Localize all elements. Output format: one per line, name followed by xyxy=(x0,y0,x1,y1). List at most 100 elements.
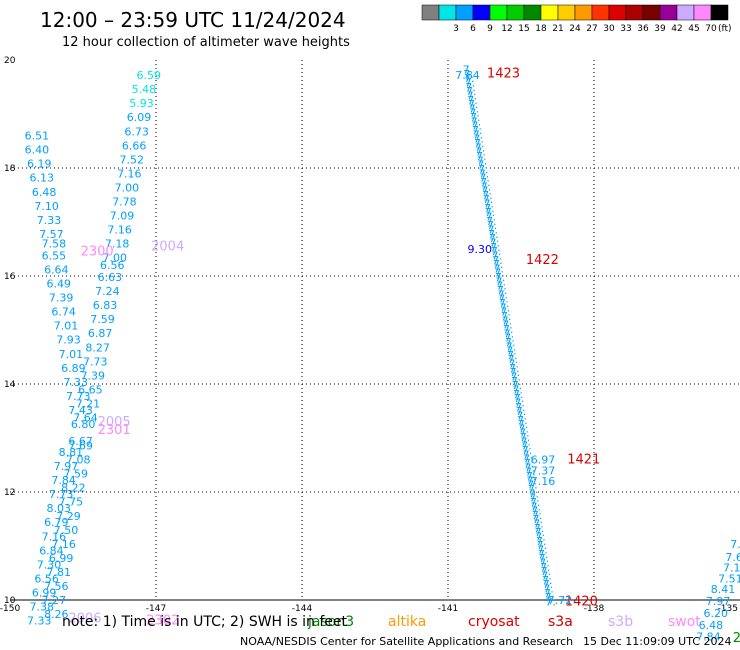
wave-height-label: 7.59 xyxy=(64,468,89,481)
pass-id-label: 2301 xyxy=(98,423,131,438)
track-mark: 7. xyxy=(474,137,485,150)
color-legend: 3 6 9 12 15 18 21 24 27 30 33 36 39 42 45 70 xyxy=(421,4,729,34)
chart-title: 12:00 – 23:59 UTC 11/24/2024 xyxy=(40,8,346,32)
y-tick-label: 16 xyxy=(4,272,16,282)
wave-height-label: 7.16 xyxy=(51,538,76,551)
track-mark: 7. xyxy=(537,539,548,552)
track-mark: 7. xyxy=(466,85,477,98)
satellite-name: jason3 xyxy=(307,614,354,630)
legend-swatch xyxy=(506,4,525,21)
track-mark: 7. xyxy=(525,466,536,479)
legend-swatch xyxy=(608,4,627,21)
track-mark: 7. xyxy=(485,206,496,219)
track-mark: 7. xyxy=(523,453,534,466)
track-mark: 7. xyxy=(532,509,543,522)
track-mark: 7. xyxy=(483,198,494,211)
chart-subtitle: 12 hour collection of altimeter wave hei… xyxy=(62,35,350,50)
track-mark: 7. xyxy=(535,531,546,544)
pass-id-label: 2005 xyxy=(98,415,131,430)
track-mark: 7. xyxy=(540,561,551,574)
wave-height-label: 6.55 xyxy=(42,249,66,262)
legend-label: 24 xyxy=(569,24,581,34)
track-mark: 7. xyxy=(495,271,506,284)
track-mark: 7. xyxy=(490,241,501,254)
footer: jason3 altika cryosat s3a s3b swot xyxy=(307,614,701,630)
track-mark: 7. xyxy=(500,306,511,319)
wave-height-label: 7.38 xyxy=(29,600,54,613)
satellite-name: altika xyxy=(388,614,426,630)
track-mark: 7. xyxy=(464,72,475,85)
satellite-name: s3a xyxy=(548,614,573,630)
track-mark: 7. xyxy=(473,133,484,146)
legend-swatch xyxy=(540,4,559,21)
wave-height-label: 7.24 xyxy=(95,285,120,298)
wave-height-label: 6.09 xyxy=(127,111,152,124)
track-mark: 7. xyxy=(505,336,515,349)
track-mark: 7. xyxy=(545,591,556,604)
wave-height-label: 7.33 xyxy=(27,615,52,628)
track-mark: 7. xyxy=(485,211,496,224)
legend-label: 45 xyxy=(688,24,699,34)
track-mark: 7. xyxy=(469,102,480,115)
legend-swatch xyxy=(455,4,474,21)
wave-height-label: 5.93 xyxy=(129,97,154,110)
track-mark: 7. xyxy=(479,172,490,185)
track-mark: 7. xyxy=(492,249,503,262)
track-mark: 7. xyxy=(518,422,529,435)
track-mark: 7. xyxy=(513,388,524,401)
legend-swatch xyxy=(625,4,644,21)
wave-height-label: 6.64 xyxy=(44,264,69,277)
track-mark: 7. xyxy=(529,487,540,500)
pass-id-label: 2004 xyxy=(151,239,184,254)
legend-label: 9 xyxy=(487,24,493,34)
track-mark: 7. xyxy=(531,500,542,513)
track-mark: 7. xyxy=(534,522,545,535)
wave-height-label: 6.56 xyxy=(34,572,59,585)
track-mark: 7. xyxy=(463,64,474,77)
wave-height-label: 7.57 xyxy=(39,228,64,241)
wave-height-label: 7.29 xyxy=(56,510,81,523)
wave-height-label: 6.65 xyxy=(78,383,103,396)
wave-height-label: 7.10 xyxy=(34,200,59,213)
track-mark: 7. xyxy=(506,340,516,353)
track-mark: 7. xyxy=(514,396,525,409)
wave-height-label: 7.50 xyxy=(54,524,79,537)
legend-label: 12 xyxy=(501,24,512,34)
track-mark: 7. xyxy=(517,414,528,427)
wave-height-label: 6.74 xyxy=(51,306,76,319)
legend-swatch xyxy=(421,4,440,21)
x-tick-label: -144 xyxy=(292,604,313,614)
wave-height-label: 6.48 xyxy=(699,619,724,632)
track-mark: 7. xyxy=(542,574,553,587)
wave-height-label: 8.81 xyxy=(59,446,84,459)
track-mark: 7. xyxy=(504,327,515,340)
wave-height-label: 7.73 xyxy=(66,390,91,403)
wave-height-label: 7.16 xyxy=(107,224,132,237)
wave-height-label: 7.64 xyxy=(725,551,740,564)
track-mark: 7. xyxy=(471,115,482,128)
x-axis-ticks: -150 -147 -144 -141 -138 -135 xyxy=(0,604,738,614)
track-mark: 7. xyxy=(465,81,476,94)
track-mark: 7. xyxy=(481,180,492,193)
track-mark: 7. xyxy=(481,185,492,198)
track-mark: 7. xyxy=(529,492,540,505)
wave-height-label: 8.22 xyxy=(61,482,86,495)
wave-height-label: 6.80 xyxy=(71,418,96,431)
track-mark: 7. xyxy=(543,578,554,591)
x-tick-label: -141 xyxy=(438,604,458,614)
track-mark: 7. xyxy=(527,479,538,492)
track-mark: 7. xyxy=(524,461,535,474)
wave-height-label: 6.79 xyxy=(44,516,69,529)
legend-unit: (ft) xyxy=(718,24,732,34)
wave-height-labels: 6.595.485.936.096.736.667.527.167.007.78… xyxy=(25,67,740,646)
wave-height-label: 7.58 xyxy=(42,238,66,251)
track-mark: 7. xyxy=(526,470,537,483)
track-mark: 7. xyxy=(501,310,512,323)
satellite-name: swot xyxy=(668,614,701,630)
wave-height-label: 9.30 xyxy=(467,243,492,256)
track-mark: 7. xyxy=(498,293,509,306)
wave-height-label: 6.97 xyxy=(531,454,556,467)
y-tick-label: 10 xyxy=(4,596,16,606)
wave-height-label: 7.59 xyxy=(90,313,115,326)
wave-height-label: 7.75 xyxy=(59,496,84,509)
